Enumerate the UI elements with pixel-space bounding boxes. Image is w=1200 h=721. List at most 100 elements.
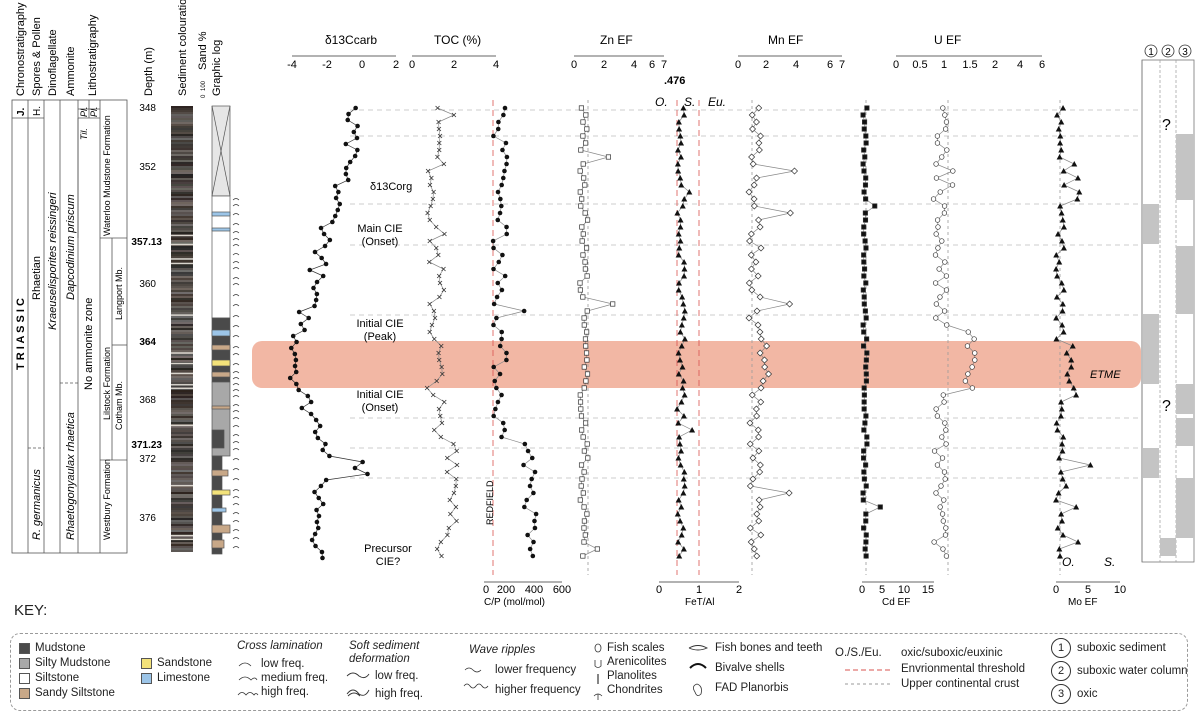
toc-point bbox=[427, 259, 432, 265]
mn-point bbox=[759, 377, 767, 385]
d13c-point bbox=[316, 513, 322, 519]
zn-point bbox=[583, 112, 589, 118]
mn-point bbox=[749, 160, 757, 168]
zn-point bbox=[584, 329, 590, 335]
geochem-traces bbox=[287, 104, 1094, 561]
cp-point bbox=[491, 245, 496, 251]
u-tick: 6 bbox=[1039, 59, 1045, 71]
log-symbol bbox=[232, 434, 240, 437]
mn-point bbox=[765, 370, 773, 378]
mn-point bbox=[756, 461, 764, 469]
zn-tick: 7 bbox=[661, 59, 667, 71]
mn-point bbox=[748, 391, 756, 399]
key-soft-high: high freq. bbox=[375, 688, 423, 700]
mo-point bbox=[1060, 245, 1067, 251]
toc-point bbox=[427, 301, 432, 307]
cp-point bbox=[504, 350, 509, 356]
d13c-point bbox=[345, 117, 351, 123]
d13c-point bbox=[294, 381, 299, 387]
mo-point bbox=[1055, 490, 1062, 496]
d13c-point bbox=[346, 111, 351, 117]
fe-point bbox=[675, 420, 682, 426]
d13c-point bbox=[320, 273, 326, 279]
toc-point bbox=[440, 371, 445, 377]
toc-point bbox=[435, 154, 440, 160]
cd-point bbox=[863, 532, 869, 538]
mn-axis-label: Mn EF bbox=[768, 33, 803, 47]
key-bivalve-shells: Bivalve shells bbox=[715, 662, 785, 674]
log-symbol bbox=[232, 441, 240, 444]
key-cross-low: low freq. bbox=[261, 658, 305, 670]
d13c-point bbox=[302, 327, 307, 333]
log-symbol bbox=[232, 204, 240, 207]
cd-tick: 15 bbox=[922, 584, 934, 596]
u-point bbox=[933, 315, 939, 321]
log-symbol bbox=[232, 231, 240, 234]
d13c-point bbox=[293, 357, 299, 363]
u-axis-label: U EF bbox=[934, 33, 961, 47]
cp-point bbox=[492, 378, 498, 384]
key-arenicolites: Arenicolites bbox=[607, 656, 667, 668]
d13c-point bbox=[316, 495, 322, 501]
zn-point bbox=[584, 245, 590, 251]
mo-point bbox=[1053, 252, 1060, 258]
fe-point bbox=[678, 532, 685, 538]
cp-point bbox=[497, 343, 503, 349]
swatch-sandstone bbox=[141, 658, 152, 669]
precursor-cie-sublabel: CIE? bbox=[376, 556, 400, 568]
cp-point bbox=[491, 133, 496, 139]
d13c-point bbox=[314, 279, 320, 285]
cp-point bbox=[499, 329, 505, 335]
sand-tick-0: 0 bbox=[201, 94, 207, 98]
cd-point bbox=[861, 427, 867, 433]
fe-point bbox=[678, 182, 685, 188]
cp-point bbox=[502, 105, 508, 111]
cd-point bbox=[860, 497, 866, 503]
initial-cie-peak-sublabel: (Peak) bbox=[364, 331, 396, 343]
mn-point bbox=[757, 531, 765, 539]
mo-point bbox=[1059, 308, 1066, 314]
mo-point bbox=[1059, 301, 1066, 307]
mo-point bbox=[1058, 210, 1065, 216]
fe-point bbox=[675, 287, 682, 293]
cd-point bbox=[864, 441, 870, 447]
log-symbol bbox=[232, 283, 240, 286]
mn-point bbox=[749, 125, 757, 133]
mo-point bbox=[1059, 322, 1066, 328]
mo-point bbox=[1058, 406, 1065, 412]
d13c-point bbox=[307, 267, 313, 273]
toc-point bbox=[436, 119, 441, 125]
toc-point bbox=[454, 448, 459, 454]
redfield-label: REDFIELD bbox=[485, 480, 495, 525]
label-planorbis-2: Pl. bbox=[89, 106, 99, 117]
cp-tick: 0 bbox=[483, 584, 489, 596]
cp-point bbox=[532, 469, 538, 475]
log-symbol bbox=[232, 458, 240, 461]
d13c-point bbox=[337, 201, 343, 207]
key-fish-scales: Fish scales bbox=[607, 642, 665, 654]
toc-point bbox=[431, 308, 437, 314]
toc-axis-label: TOC (%) bbox=[434, 33, 481, 47]
trace-fossil-icons bbox=[593, 643, 603, 700]
fe-point bbox=[675, 539, 682, 545]
mo-point bbox=[1057, 469, 1064, 475]
u-point bbox=[942, 126, 949, 132]
mo-point bbox=[1070, 385, 1077, 391]
mo-point bbox=[1069, 343, 1076, 349]
cd-tick: 0 bbox=[859, 584, 865, 596]
cp-point bbox=[527, 483, 533, 489]
u-point bbox=[972, 357, 978, 363]
mo-point bbox=[1057, 133, 1064, 139]
cd-point bbox=[863, 245, 869, 251]
header-spores-pollen: Spores & Pollen bbox=[31, 17, 43, 96]
toc-point bbox=[436, 350, 441, 356]
key-chondrites: Chondrites bbox=[607, 684, 663, 696]
toc-point bbox=[428, 203, 433, 209]
zn-point bbox=[584, 511, 590, 517]
cp-point bbox=[503, 140, 509, 146]
cp-point bbox=[501, 112, 506, 118]
toc-point bbox=[429, 175, 434, 181]
d13c-point bbox=[312, 303, 317, 309]
key-redox-states: oxic/suboxic/euxinic bbox=[901, 647, 1003, 659]
